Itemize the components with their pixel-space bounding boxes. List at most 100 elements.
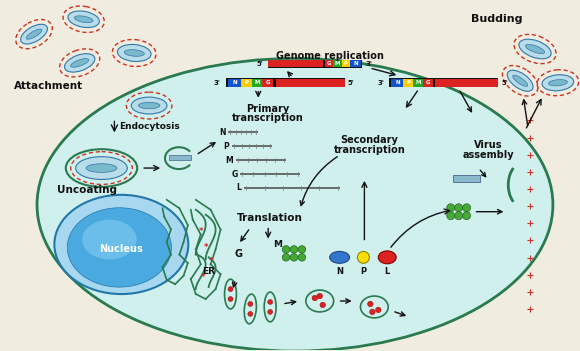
- Text: M: M: [274, 240, 282, 249]
- Ellipse shape: [378, 251, 396, 264]
- Text: G: G: [234, 249, 242, 259]
- Ellipse shape: [139, 102, 160, 109]
- Bar: [262, 79, 273, 87]
- Text: M: M: [335, 61, 340, 66]
- Circle shape: [282, 246, 290, 253]
- Circle shape: [455, 204, 463, 212]
- Text: N: N: [395, 80, 400, 85]
- Bar: [268, 60, 323, 67]
- Text: N: N: [232, 80, 237, 85]
- Text: G: G: [426, 80, 430, 85]
- Bar: [350, 60, 361, 67]
- Text: M: M: [226, 155, 234, 165]
- Bar: [169, 155, 191, 160]
- Ellipse shape: [86, 164, 117, 172]
- Bar: [268, 60, 362, 68]
- Text: 5': 5': [347, 80, 354, 86]
- Text: ER: ER: [202, 267, 215, 276]
- Text: P: P: [224, 142, 230, 151]
- Text: P: P: [360, 267, 367, 276]
- Circle shape: [317, 293, 322, 299]
- Ellipse shape: [76, 157, 127, 179]
- Text: Nucleus: Nucleus: [100, 244, 143, 254]
- Text: 3': 3': [378, 80, 384, 86]
- Ellipse shape: [67, 208, 172, 287]
- Bar: [333, 60, 342, 67]
- Ellipse shape: [21, 24, 48, 44]
- Ellipse shape: [74, 16, 93, 23]
- Text: N: N: [353, 61, 358, 66]
- Bar: [413, 79, 423, 87]
- Circle shape: [228, 297, 233, 302]
- Circle shape: [298, 246, 306, 253]
- Text: Uncoating: Uncoating: [57, 185, 117, 195]
- Text: Attachment: Attachment: [14, 81, 84, 91]
- Bar: [276, 79, 345, 87]
- Ellipse shape: [82, 220, 137, 259]
- Circle shape: [375, 307, 381, 313]
- Ellipse shape: [55, 195, 189, 294]
- Ellipse shape: [508, 70, 533, 91]
- Ellipse shape: [548, 80, 567, 86]
- Ellipse shape: [525, 45, 545, 54]
- Text: *: *: [208, 257, 213, 266]
- Circle shape: [447, 212, 455, 220]
- Bar: [228, 79, 241, 87]
- Circle shape: [447, 204, 455, 212]
- Ellipse shape: [37, 58, 553, 351]
- Text: L: L: [385, 267, 390, 276]
- Circle shape: [228, 287, 233, 292]
- Ellipse shape: [68, 11, 99, 27]
- Bar: [423, 79, 433, 87]
- Ellipse shape: [124, 49, 144, 56]
- Text: M: M: [254, 80, 260, 85]
- Bar: [361, 60, 362, 67]
- Ellipse shape: [131, 97, 167, 114]
- Circle shape: [282, 253, 290, 261]
- Text: G: G: [327, 61, 331, 66]
- Text: Secondary: Secondary: [340, 135, 398, 145]
- Text: Genome replication: Genome replication: [276, 51, 383, 61]
- Bar: [325, 60, 333, 67]
- Ellipse shape: [513, 75, 528, 86]
- Text: P: P: [244, 80, 248, 85]
- Text: L: L: [237, 184, 241, 192]
- Text: transcription: transcription: [334, 145, 405, 155]
- Circle shape: [298, 253, 306, 261]
- Bar: [453, 175, 480, 182]
- Text: G: G: [266, 80, 270, 85]
- Bar: [252, 79, 262, 87]
- Text: P: P: [344, 61, 348, 66]
- Bar: [241, 79, 252, 87]
- Text: Primary: Primary: [246, 104, 290, 113]
- Text: 5': 5': [501, 80, 508, 86]
- Circle shape: [320, 302, 325, 308]
- Text: *: *: [204, 243, 208, 252]
- Circle shape: [290, 246, 298, 253]
- Bar: [226, 79, 228, 87]
- Bar: [404, 79, 413, 87]
- Circle shape: [369, 309, 375, 315]
- Text: *: *: [201, 273, 205, 282]
- Bar: [273, 79, 276, 87]
- Bar: [389, 79, 392, 87]
- Text: Translation: Translation: [237, 213, 303, 223]
- Bar: [342, 60, 350, 67]
- Text: 3': 3': [213, 80, 220, 86]
- Circle shape: [368, 301, 373, 307]
- Circle shape: [463, 204, 470, 212]
- Text: *: *: [198, 227, 203, 236]
- Bar: [389, 78, 498, 87]
- Text: assembly: assembly: [463, 150, 514, 160]
- Circle shape: [463, 212, 470, 220]
- Text: transcription: transcription: [233, 113, 304, 124]
- Text: 3': 3': [365, 61, 372, 67]
- Circle shape: [248, 311, 253, 316]
- Circle shape: [357, 251, 369, 263]
- Circle shape: [312, 295, 318, 301]
- Circle shape: [268, 299, 273, 304]
- Circle shape: [455, 212, 463, 220]
- Bar: [323, 60, 325, 67]
- Ellipse shape: [26, 29, 42, 39]
- Text: Budding: Budding: [470, 14, 522, 24]
